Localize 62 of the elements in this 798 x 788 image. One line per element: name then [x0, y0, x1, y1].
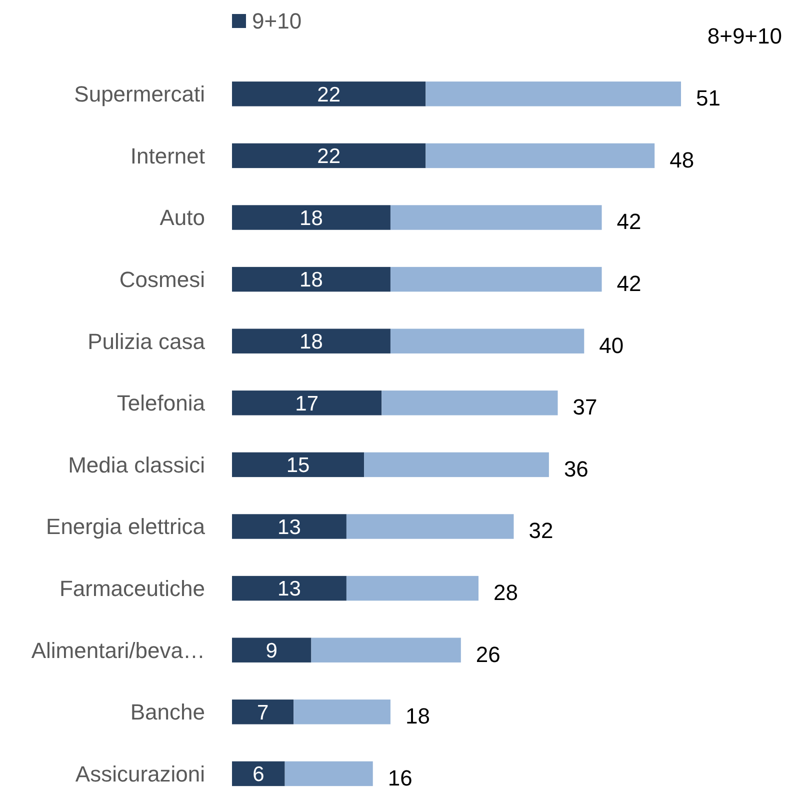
bar [284, 761, 373, 786]
bar [426, 82, 681, 106]
bar [232, 514, 346, 539]
bar [294, 700, 390, 724]
data-label: 6 [252, 763, 264, 786]
y-tick-label: Farmaceutiche [59, 576, 205, 601]
y-tick-label: Energia elettrica [46, 514, 206, 540]
total-label: 36 [564, 456, 588, 482]
y-tick-label: Cosmesi [119, 267, 205, 292]
total-label: 37 [572, 394, 598, 420]
y-tick-label: Internet [130, 143, 205, 168]
bar [426, 143, 655, 168]
bar [232, 700, 294, 724]
data-label: 15 [286, 454, 310, 478]
y-tick-label: Telefonia [116, 390, 206, 416]
data-label: 18 [300, 330, 323, 354]
total-label: 48 [670, 147, 694, 172]
data-label: 22 [317, 145, 341, 168]
y-tick-label: Pulizia casa [88, 328, 206, 354]
bar [390, 328, 584, 354]
data-label: 22 [317, 83, 341, 106]
legend-label: 9+10 [252, 8, 302, 34]
total-label: 42 [616, 209, 642, 234]
bar [390, 266, 602, 292]
bar [382, 390, 558, 416]
bar [232, 143, 426, 168]
y-tick-label: Assicurazioni [75, 761, 205, 786]
data-label: 9 [266, 639, 278, 662]
bar [346, 514, 514, 539]
bar [232, 452, 364, 478]
bar [232, 82, 426, 106]
total-label: 51 [696, 86, 720, 111]
bar [232, 638, 312, 662]
data-label: 13 [278, 516, 301, 539]
y-tick-label: Media classici [68, 452, 205, 478]
data-label: 18 [300, 268, 323, 292]
y-tick-label: Auto [160, 205, 205, 230]
total-label: 26 [476, 642, 500, 667]
bar [364, 452, 549, 478]
y-tick-label: Banche [130, 700, 205, 725]
y-tick-label: Alimentari/beva… [31, 638, 205, 663]
bar [232, 266, 390, 292]
data-label: 17 [295, 392, 319, 416]
data-label: 13 [278, 578, 301, 601]
bar [390, 205, 602, 230]
data-label: 7 [256, 701, 269, 724]
y-tick-label: Supermercati [74, 82, 205, 107]
bar [232, 761, 285, 786]
total-label: 16 [388, 765, 412, 788]
total-label: 40 [599, 332, 624, 358]
text: 8+9+10 [707, 24, 782, 49]
bar [232, 576, 346, 601]
total-label: 42 [616, 271, 642, 296]
bar [232, 205, 390, 230]
bar [346, 576, 479, 601]
bar [232, 328, 390, 354]
total-label: 18 [405, 704, 430, 729]
bar [311, 638, 461, 662]
bar [232, 390, 382, 416]
total-label: 32 [528, 518, 554, 544]
total-label: 28 [494, 580, 518, 605]
data-label: 18 [300, 206, 323, 230]
